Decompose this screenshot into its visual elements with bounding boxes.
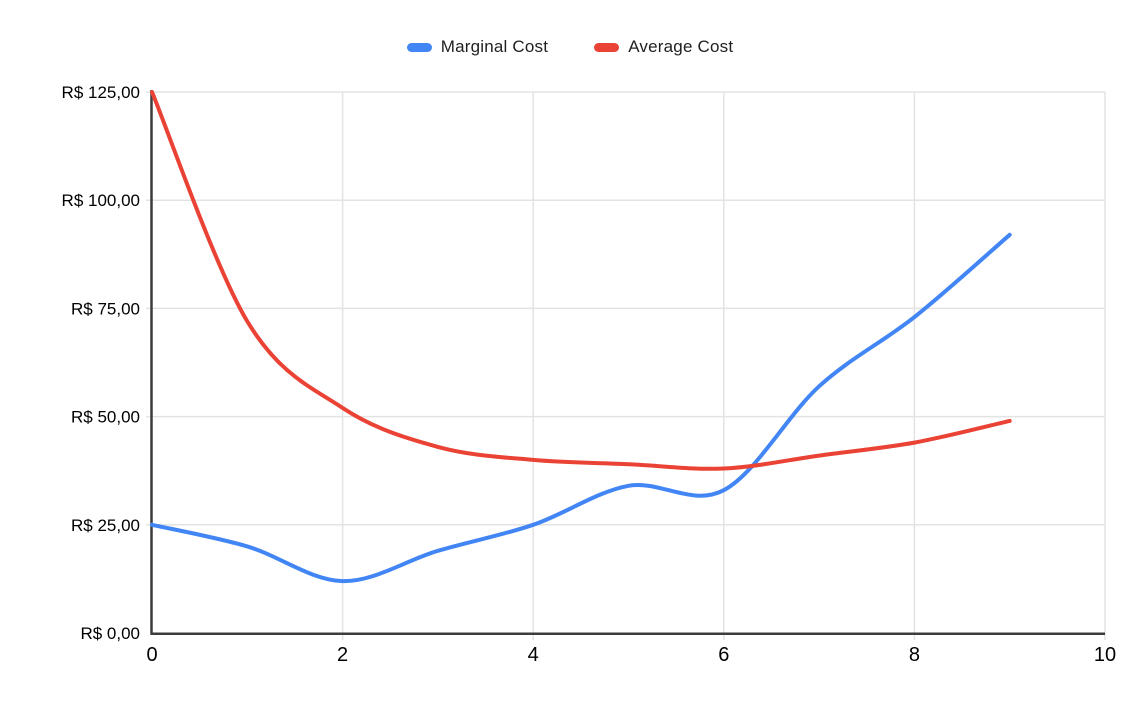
y-tick-label: R$ 75,00 [71,299,140,318]
x-tick-label: 10 [1094,644,1116,666]
marginal-cost-swatch-icon [406,42,432,52]
y-tick-label: R$ 100,00 [62,191,140,210]
x-tick-label: 4 [528,644,539,666]
y-tick-label: R$ 50,00 [71,408,140,427]
legend: Marginal Cost Average Cost [0,37,1140,57]
average-cost-swatch-icon [594,42,620,52]
marginal-cost-line[interactable] [150,232,1012,584]
y-tick-label: R$ 0,00 [80,624,140,643]
x-tick-label: 6 [718,644,729,666]
y-tick-label: R$ 125,00 [62,83,140,102]
x-tick-label: 8 [909,644,920,666]
x-tick-label: 2 [337,644,348,666]
y-tick-label: R$ 25,00 [71,516,140,535]
legend-label-marginal-cost: Marginal Cost [440,37,549,56]
legend-label-average-cost: Average Cost [628,37,734,56]
average-cost-line[interactable] [150,90,1012,471]
legend-item-marginal-cost[interactable]: Marginal Cost [406,37,549,57]
legend-item-average-cost[interactable]: Average Cost [594,37,733,57]
x-tick-label: 0 [146,644,157,666]
